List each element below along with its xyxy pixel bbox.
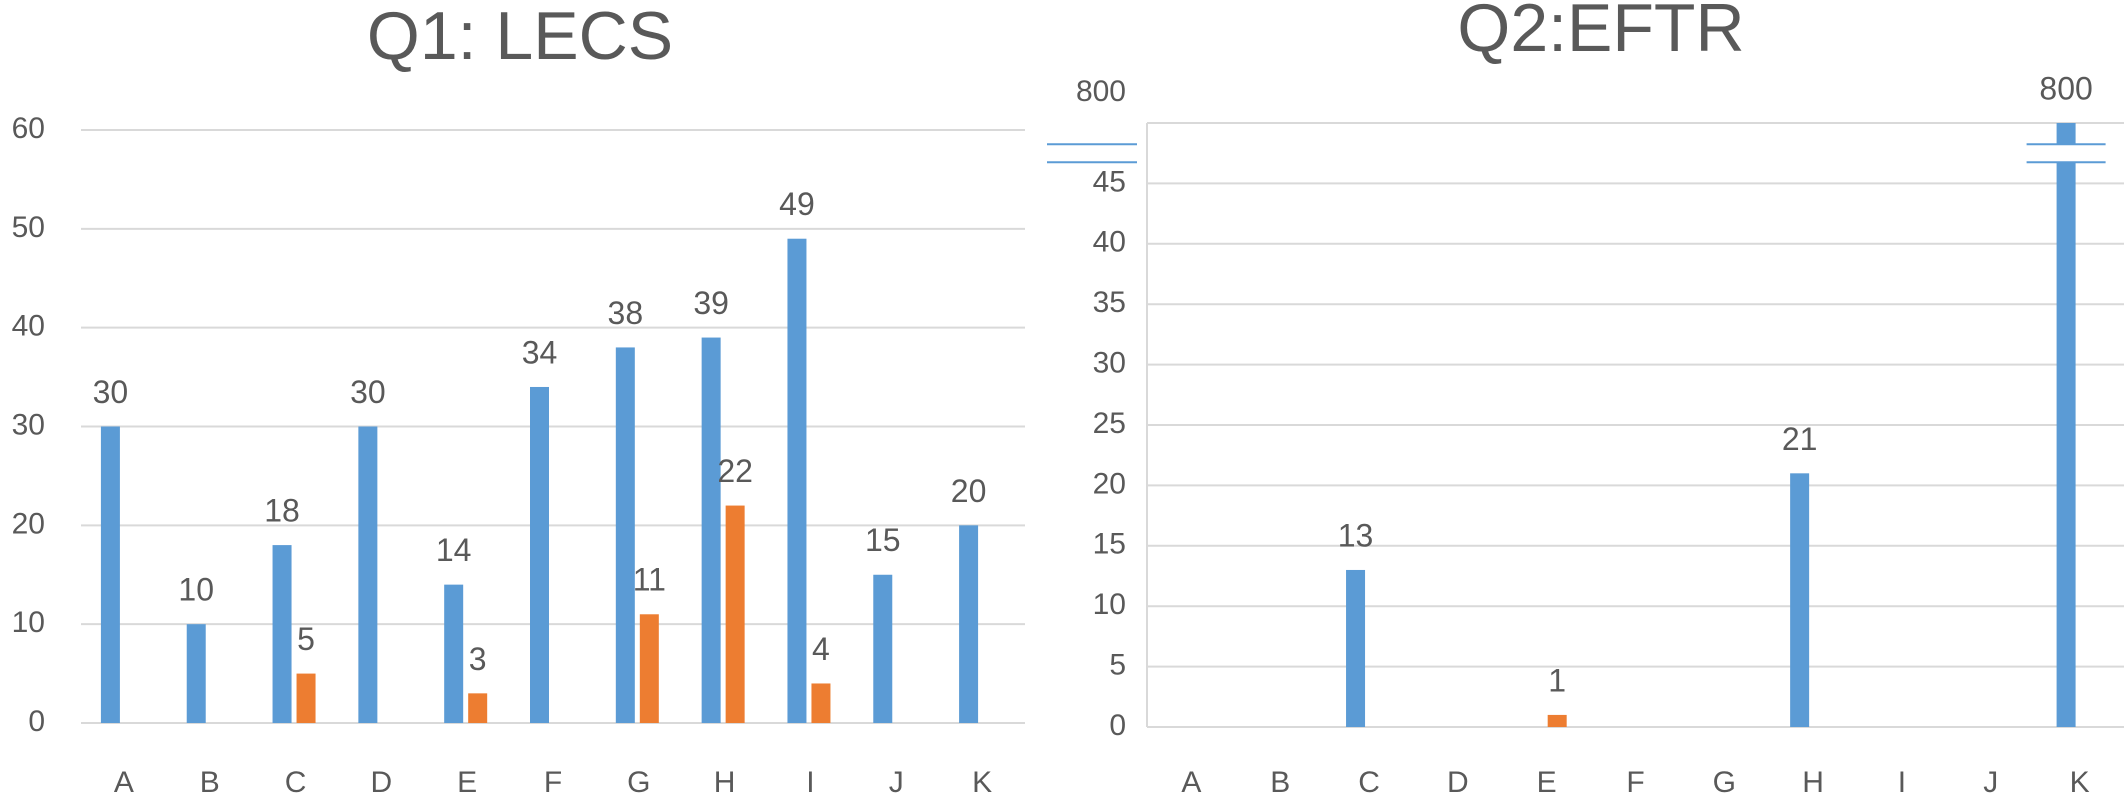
y-tick-label: 45 [1093, 165, 1126, 198]
bar [272, 545, 292, 723]
bar [725, 505, 745, 723]
x-tick-label: A [114, 766, 134, 799]
data-label: 18 [264, 493, 300, 529]
bar [959, 525, 979, 723]
x-tick-label: B [1270, 766, 1290, 799]
data-label: 22 [717, 453, 753, 489]
y-tick-label: 20 [1093, 467, 1126, 500]
y-tick-label: 0 [28, 705, 45, 738]
x-tick-label: D [1447, 766, 1469, 799]
x-tick-label: I [806, 766, 814, 799]
x-tick-label: F [1626, 766, 1644, 799]
data-label: 38 [608, 295, 644, 331]
x-tick-label: G [627, 766, 650, 799]
x-tick-label: J [889, 766, 904, 799]
bar [358, 426, 378, 723]
data-label: 10 [178, 572, 214, 608]
data-label: 39 [693, 285, 729, 321]
data-label: 30 [350, 374, 386, 410]
bar [100, 426, 120, 723]
x-tick-label: J [1983, 766, 1998, 799]
chart-title: Q1: LECS [367, 0, 673, 74]
x-tick-label: B [200, 766, 220, 799]
data-label: 11 [633, 562, 666, 598]
y-tick-label: 20 [12, 507, 45, 540]
chart-title: Q2:EFTR [1457, 0, 1744, 66]
bar [615, 347, 635, 723]
x-tick-label: I [1898, 766, 1906, 799]
y-tick-label: 10 [1093, 588, 1126, 621]
data-label: 5 [297, 621, 315, 657]
x-tick-label: E [457, 766, 477, 799]
bar [873, 574, 893, 723]
y-tick-label: 25 [1093, 407, 1126, 440]
bar [530, 386, 549, 723]
data-label: 13 [1338, 517, 1374, 553]
bar [1790, 473, 1810, 727]
y-tick-label: 30 [12, 408, 45, 441]
data-label: 800 [2039, 70, 2092, 106]
y-tick-label: 10 [12, 606, 45, 639]
x-tick-label: G [1713, 766, 1736, 799]
bar [186, 624, 206, 723]
y-tick-label: 35 [1093, 286, 1126, 319]
data-label: 3 [469, 641, 487, 677]
x-tick-label: F [544, 766, 562, 799]
x-tick-label: H [1802, 766, 1824, 799]
data-label: 21 [1782, 421, 1818, 457]
y-tick-label: 60 [12, 112, 45, 145]
bar [1547, 714, 1567, 727]
bar [2056, 123, 2076, 727]
bar-break-gap [2054, 144, 2078, 163]
bar [701, 337, 721, 723]
x-tick-label: C [1358, 766, 1380, 799]
data-label: 14 [436, 532, 472, 568]
x-tick-label: K [972, 766, 992, 799]
y-tick-label: 15 [1093, 528, 1126, 561]
data-label: 15 [865, 522, 901, 558]
bar [296, 673, 316, 723]
bar [787, 238, 807, 723]
y-tick-label: 5 [1109, 649, 1126, 682]
bar [811, 683, 831, 723]
bar [468, 693, 488, 723]
y-tick-label: 50 [12, 211, 45, 244]
data-label: 1 [1548, 662, 1566, 698]
data-label: 4 [812, 631, 830, 667]
data-label: 30 [93, 374, 129, 410]
bar [1346, 569, 1366, 727]
y-tick-label: 800 [1076, 75, 1126, 108]
data-label: 49 [779, 186, 815, 222]
y-tick-label: 40 [1093, 226, 1126, 259]
data-label: 34 [522, 334, 558, 370]
x-tick-label: D [371, 766, 393, 799]
y-tick-label: 40 [12, 310, 45, 343]
data-label: 20 [951, 473, 987, 509]
x-tick-label: K [2070, 766, 2090, 799]
x-tick-label: A [1181, 766, 1201, 799]
x-tick-label: H [714, 766, 736, 799]
x-tick-label: E [1537, 766, 1557, 799]
y-tick-label: 0 [1109, 709, 1126, 742]
bar [444, 584, 464, 723]
y-tick-label: 30 [1093, 347, 1126, 380]
x-tick-label: C [285, 766, 307, 799]
bar [639, 614, 659, 723]
